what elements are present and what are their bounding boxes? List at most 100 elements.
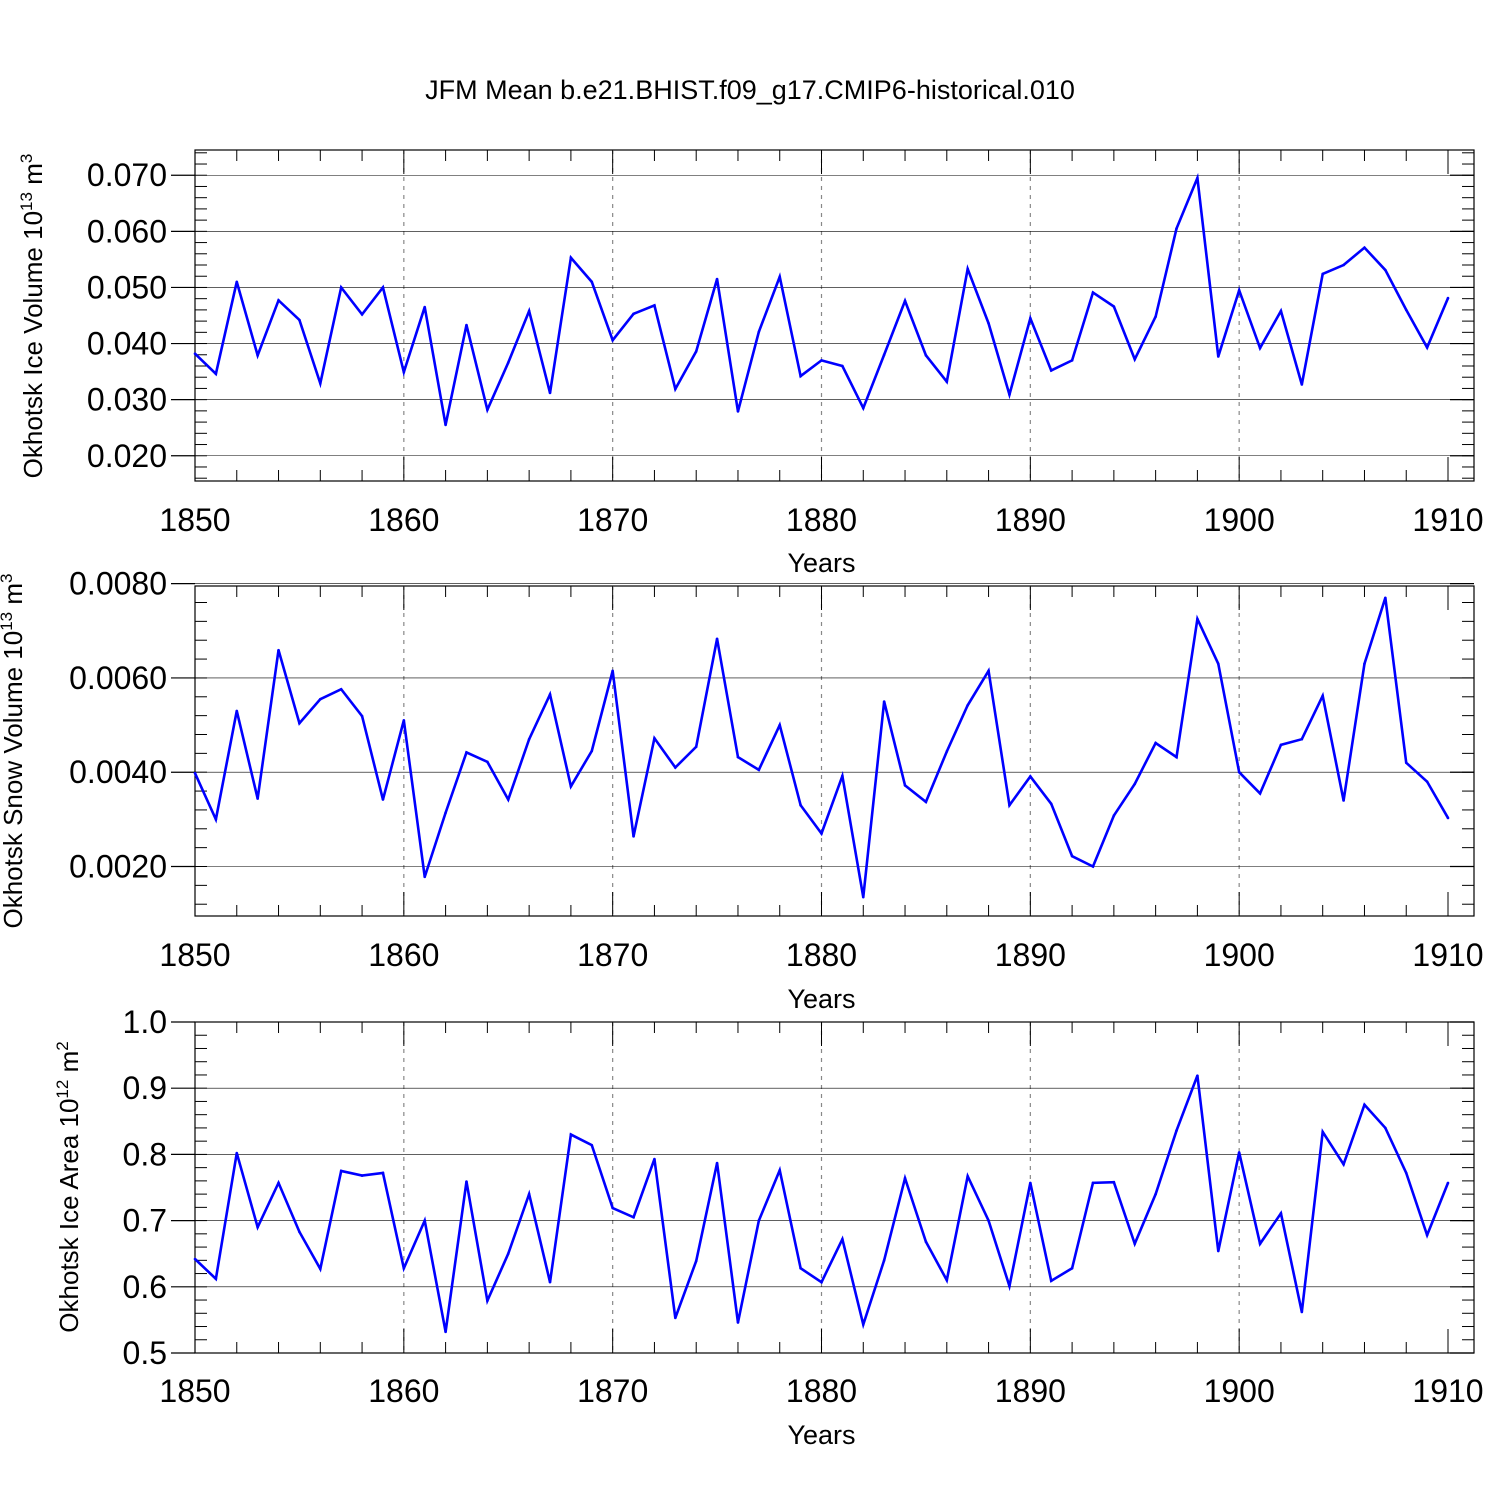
- data-point: [924, 800, 928, 804]
- data-point: [945, 1278, 949, 1282]
- y-axis-label: Okhotsk Snow Volume 1013 m3: [0, 574, 28, 929]
- x-axis-label: Years: [787, 984, 855, 1014]
- data-point: [256, 354, 259, 357]
- data-point: [214, 818, 218, 821]
- data-point: [694, 350, 698, 353]
- data-point: [1363, 246, 1366, 249]
- data-point: [444, 811, 447, 815]
- data-point: [903, 784, 907, 787]
- x-tick-label: 1910: [1412, 1373, 1483, 1409]
- y-axis-label-part: m: [18, 163, 48, 192]
- data-point: [1133, 1242, 1137, 1246]
- data-point: [193, 352, 197, 355]
- data-point: [1029, 1181, 1032, 1185]
- y-axis-label-part: Okhotsk Ice Area 10: [54, 1099, 84, 1333]
- data-point: [1425, 780, 1429, 783]
- data-point: [1384, 1126, 1387, 1130]
- y-tick-label: 0.7: [123, 1203, 167, 1239]
- data-point: [590, 280, 594, 284]
- data-point: [1154, 1192, 1157, 1196]
- panel-2: 0.0020 0.0040 0.0060 0.0080 1850 1860 1870 1880…: [0, 566, 1484, 1014]
- data-point: [861, 406, 865, 410]
- data-point: [799, 374, 802, 378]
- data-point: [590, 1143, 594, 1147]
- data-point: [1070, 1266, 1074, 1270]
- data-point: [423, 305, 427, 309]
- y-tick-label: 0.050: [87, 269, 167, 305]
- data-point: [569, 256, 573, 260]
- data-point: [527, 1192, 531, 1196]
- y-tick-label: 0.020: [87, 438, 167, 474]
- data-point: [1070, 359, 1074, 362]
- data-point: [861, 1323, 865, 1326]
- data-point: [423, 1219, 427, 1222]
- data-point: [841, 1237, 844, 1241]
- data-point: [1342, 799, 1345, 802]
- y-axis-label-part: m: [0, 583, 28, 612]
- data-point: [277, 648, 280, 652]
- data-point: [715, 1161, 719, 1165]
- x-tick-label: 1870: [577, 937, 648, 973]
- data-point: [924, 1240, 928, 1244]
- data-point: [444, 423, 447, 427]
- data-point: [757, 330, 761, 334]
- data-point: [506, 1252, 510, 1255]
- data-point: [966, 703, 969, 707]
- data-point: [235, 1151, 239, 1155]
- x-tick-label: 1900: [1204, 937, 1275, 973]
- data-point: [465, 1180, 468, 1183]
- data-point: [653, 736, 656, 740]
- x-tick-label: 1870: [577, 502, 648, 538]
- data-point: [1216, 1249, 1220, 1253]
- x-tick-label: 1870: [577, 1373, 648, 1409]
- data-point: [235, 709, 239, 713]
- data-point: [715, 637, 719, 641]
- y-tick-label: 0.0060: [69, 660, 167, 696]
- data-point: [1258, 792, 1262, 795]
- data-point: [1258, 1242, 1262, 1246]
- data-point: [298, 1230, 301, 1234]
- y-axis-label-part: 2: [53, 1041, 72, 1050]
- y-axis-label-part: 12: [53, 1080, 72, 1099]
- y-tick-label: 0.8: [123, 1136, 167, 1172]
- data-point: [736, 1321, 740, 1324]
- data-point: [298, 721, 301, 725]
- data-point: [1363, 662, 1366, 666]
- data-point: [1196, 1074, 1199, 1077]
- data-point: [319, 697, 322, 701]
- y-tick-label: 0.070: [87, 157, 167, 193]
- data-point: [694, 745, 698, 749]
- data-point: [1321, 272, 1324, 276]
- data-point: [590, 749, 594, 753]
- data-point: [1112, 305, 1116, 308]
- data-point: [506, 361, 510, 364]
- data-point: [1404, 308, 1408, 312]
- x-tick-label: 1890: [995, 1373, 1066, 1409]
- data-point: [1008, 393, 1011, 396]
- data-point: [548, 1280, 552, 1284]
- data-point: [945, 750, 949, 753]
- x-tick-label: 1860: [368, 502, 439, 538]
- x-tick-label: 1860: [368, 1373, 439, 1409]
- data-point: [966, 267, 969, 271]
- y-tick-label: 0.9: [123, 1070, 167, 1106]
- data-point: [778, 1168, 782, 1172]
- x-tick-label: 1900: [1204, 502, 1275, 538]
- data-point: [214, 372, 218, 376]
- data-point: [214, 1277, 218, 1281]
- chart-title: JFM Mean b.e21.BHIST.f09_g17.CMIP6-histo…: [425, 75, 1075, 105]
- data-point: [674, 1316, 677, 1320]
- data-point: [820, 832, 823, 835]
- data-point: [1216, 355, 1220, 358]
- data-point: [1321, 694, 1324, 698]
- data-point: [653, 1157, 656, 1161]
- data-point: [945, 380, 949, 384]
- data-point: [1300, 737, 1304, 741]
- data-point: [339, 286, 343, 289]
- data-point: [1029, 775, 1032, 778]
- data-point: [402, 1266, 406, 1270]
- x-tick-label: 1850: [159, 502, 230, 538]
- data-point: [193, 771, 197, 775]
- data-point: [632, 312, 635, 316]
